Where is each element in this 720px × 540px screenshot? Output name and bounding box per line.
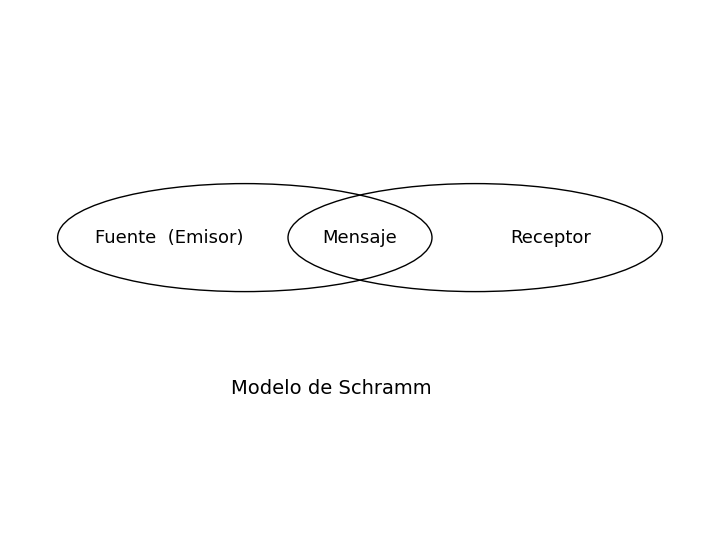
Text: Mensaje: Mensaje [323, 228, 397, 247]
Text: Modelo de Schramm: Modelo de Schramm [231, 379, 431, 399]
Text: Receptor: Receptor [510, 228, 591, 247]
Text: Fuente  (Emisor): Fuente (Emisor) [95, 228, 243, 247]
